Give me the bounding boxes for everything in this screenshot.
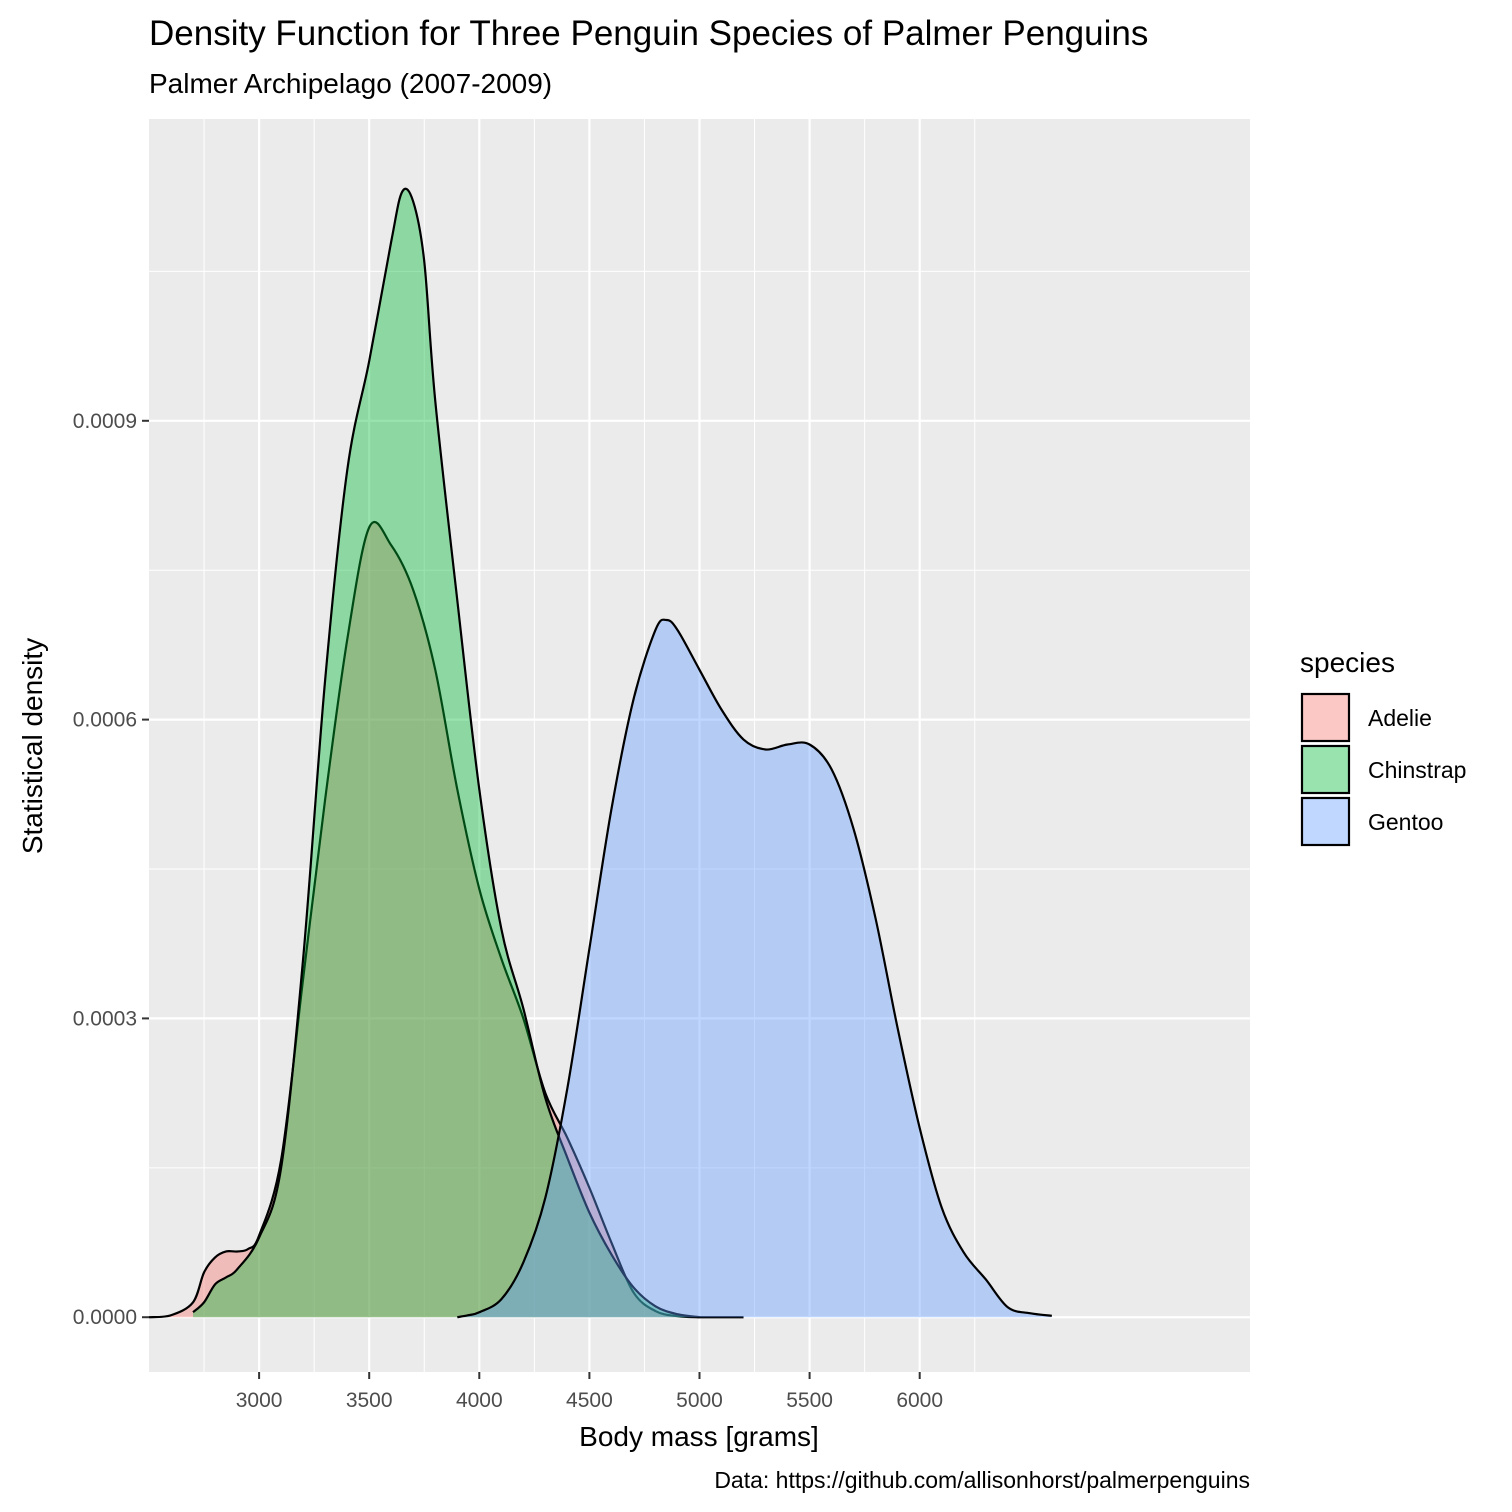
y-axis-title: Statistical density	[17, 638, 48, 854]
x-tick-label: 6000	[896, 1389, 943, 1412]
density-line-adelie	[148, 520, 744, 1319]
legend-key-chinstrap	[1300, 744, 1351, 795]
x-tick-label: 3500	[346, 1389, 393, 1412]
y-tick-label: 0.0009	[73, 410, 137, 433]
y-tick-label: 0.0006	[73, 709, 137, 732]
legend-label-gentoo: Gentoo	[1368, 809, 1443, 835]
density-area-adelie	[149, 522, 744, 1318]
density-area-chinstrap	[193, 188, 700, 1318]
chart-title: Density Function for Three Penguin Speci…	[149, 14, 1149, 53]
legend-key-bg	[1302, 746, 1349, 793]
chart-caption: Data: https://github.com/allisonhorst/pa…	[714, 1467, 1250, 1493]
x-tick-label: 5500	[786, 1389, 833, 1412]
x-tick-label: 4500	[566, 1389, 613, 1412]
chart-subtitle: Palmer Archipelago (2007-2009)	[149, 68, 553, 99]
legend-title: species	[1300, 647, 1395, 678]
y-tick-label: 0.0003	[73, 1007, 137, 1030]
x-tick-label: 5000	[676, 1389, 723, 1412]
density-areas	[148, 187, 1052, 1319]
density-area-gentoo	[457, 619, 1052, 1318]
x-axis: 3000 3500 4000 4500 5000 5500 6000	[236, 1372, 943, 1412]
density-line-chinstrap	[192, 187, 700, 1319]
density-line-gentoo	[457, 618, 1052, 1319]
x-tick-label: 4000	[456, 1389, 503, 1412]
x-tick-label: 3000	[236, 1389, 283, 1412]
legend-key-adelie	[1300, 692, 1351, 743]
legend: species Adelie Chinstrap Gentoo	[1300, 647, 1466, 847]
legend-key-gentoo	[1300, 796, 1351, 847]
y-axis: 0.0000 0.0003 0.0006 0.0009	[73, 410, 149, 1329]
legend-key-bg	[1302, 694, 1349, 741]
legend-label-adelie: Adelie	[1368, 705, 1432, 731]
legend-label-chinstrap: Chinstrap	[1368, 757, 1466, 783]
x-axis-title: Body mass [grams]	[579, 1421, 819, 1452]
y-tick-label: 0.0000	[73, 1306, 137, 1329]
major-gridlines	[149, 119, 1250, 1372]
legend-key-bg	[1302, 798, 1349, 845]
